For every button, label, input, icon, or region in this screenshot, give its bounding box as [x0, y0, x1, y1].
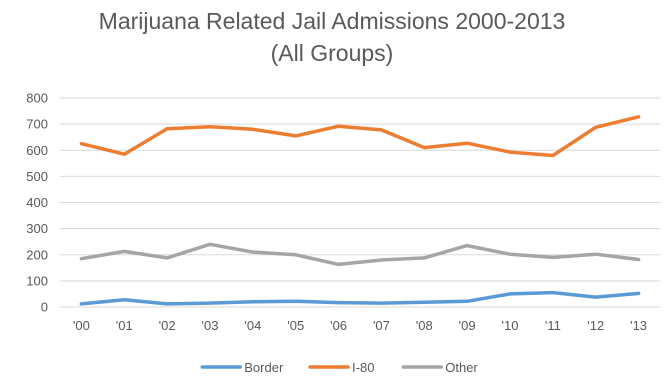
x-tick-label: '09 [459, 318, 476, 333]
y-tick-label: 600 [26, 143, 48, 158]
series-line-border [79, 290, 641, 306]
x-tick-label: '01 [116, 318, 133, 333]
y-tick-label: 400 [26, 195, 48, 210]
x-tick-label: '03 [202, 318, 219, 333]
x-tick-label: '05 [287, 318, 304, 333]
x-tick-label: '08 [416, 318, 433, 333]
x-tick-label: '07 [373, 318, 390, 333]
y-tick-label: 800 [26, 91, 48, 106]
x-tick-label: '04 [244, 318, 261, 333]
x-tick-label: '10 [502, 318, 519, 333]
x-tick-label: '13 [630, 318, 647, 333]
legend-label: Other [445, 360, 478, 375]
x-tick-label: '00 [73, 318, 90, 333]
x-tick-label: '02 [159, 318, 176, 333]
chart-title-line-2: (All Groups) [270, 40, 394, 66]
y-tick-label: 700 [26, 117, 48, 132]
y-tick-label: 100 [26, 273, 48, 288]
legend-label: I-80 [352, 360, 374, 375]
y-tick-label: 200 [26, 247, 48, 262]
y-tick-label: 0 [41, 300, 48, 315]
y-tick-label: 500 [26, 169, 48, 184]
series-line-other [79, 242, 641, 267]
x-tick-label: '11 [545, 318, 561, 333]
x-tick-label: '06 [330, 318, 347, 333]
legend-label: Border [244, 360, 284, 375]
chart-title-line-1: Marijuana Related Jail Admissions 2000-2… [98, 8, 566, 34]
x-tick-label: '12 [587, 318, 604, 333]
y-tick-label: 300 [26, 221, 48, 236]
series-line-i-80 [79, 115, 641, 158]
